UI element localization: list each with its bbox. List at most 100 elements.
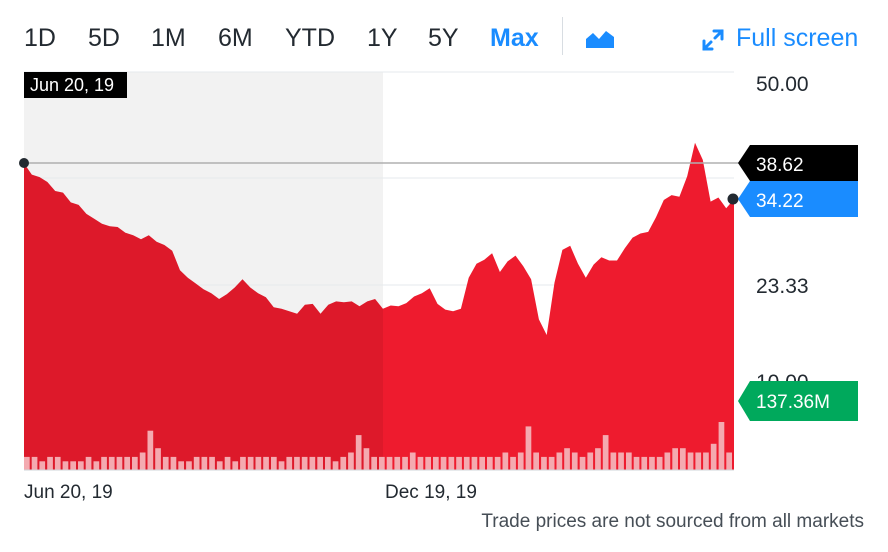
volume-bar [633,456,640,470]
range-5y[interactable]: 5Y [428,24,459,52]
volume-bar [402,456,408,470]
volume-bar [216,461,223,470]
volume-bar [710,443,717,470]
volume-bar [201,456,208,470]
volume-bar [193,456,200,470]
volume-bar [31,456,38,470]
volume-bar [186,461,192,470]
volume-bar [571,452,578,470]
hover-date-tag [24,72,127,98]
volume-bar [162,456,169,470]
volume-bar [39,461,46,470]
volume-bar [687,452,694,470]
volume-bar [155,448,161,470]
volume-bar [587,452,594,470]
volume-bar [610,452,617,470]
volume-bar [510,456,516,470]
volume-bar [695,452,702,470]
volume-bar [294,456,300,470]
volume-bar [386,456,393,470]
x-tick-label-start: Jun 20, 19 [24,482,113,503]
volume-tag [738,381,858,421]
volume-bar [271,456,277,470]
volume-bar [101,456,107,470]
volume-bar [502,452,509,470]
volume-bar [641,456,648,470]
fullscreen-label: Full screen [736,24,859,52]
reference-price-tag [738,145,858,181]
volume-bar [178,461,184,470]
volume-bar [618,452,624,470]
volume-bar [132,456,138,470]
volume-bar [649,456,655,470]
volume-bar [147,430,154,470]
volume-bar [348,452,354,470]
price-area [24,142,734,470]
volume-bar [379,456,385,470]
volume-bar [332,461,339,470]
range-1d[interactable]: 1D [24,24,56,52]
volume-bar [116,456,123,470]
volume-bar [394,456,401,470]
volume-bar [170,456,177,470]
volume-bar [209,456,215,470]
highlight-range-shade [24,163,383,470]
volume-bar [626,452,632,470]
range-max[interactable]: Max [490,24,539,52]
volume-bar [703,452,709,470]
footnote: Trade prices are not sourced from all ma… [481,511,864,532]
volume-bar [433,456,439,470]
volume-bar [62,461,69,470]
volume-bar [517,452,524,470]
expand-arrows-icon [702,29,724,51]
volume-bar [487,456,493,470]
range-5d[interactable]: 5D [88,24,120,52]
range-toolbar: 1D 5D 1M 6M YTD 1Y 5Y Max Full screen [0,0,888,76]
volume-label: 137.36M [756,392,830,413]
volume-bar [47,456,53,470]
range-1y[interactable]: 1Y [367,24,398,52]
last-price-tag [738,181,858,217]
last-price-label: 34.22 [756,191,804,212]
volume-bar [54,456,61,470]
volume-bar [240,456,246,470]
volume-bar [355,435,362,470]
range-ytd[interactable]: YTD [285,24,335,52]
volume-bar [680,448,686,470]
volume-bar [602,435,609,470]
volume-bar [417,456,424,470]
mountain-chart-icon[interactable] [585,28,617,50]
volume-bar [371,456,377,470]
volume-bar [363,448,370,470]
range-1m[interactable]: 1M [151,24,186,52]
volume-bar [263,456,269,470]
volume-bar [224,456,231,470]
volume-bar [579,456,586,470]
volume-bar [463,456,470,470]
volume-bar [85,456,92,470]
volume-bar [656,456,663,470]
volume-bar [664,452,671,470]
range-6m[interactable]: 6M [218,24,253,52]
volume-bar [232,461,239,470]
volume-bar [448,456,455,470]
volume-bar [70,461,76,470]
volume-bar [93,461,100,470]
volume-bar [471,456,478,470]
volume-bar [726,452,732,470]
volume-bar [108,456,115,470]
volume-bar [309,456,316,470]
volume-bar [672,448,678,470]
volume-bar [409,452,416,470]
volume-bar [718,422,725,470]
volume-bar [556,452,563,470]
last-price-dot [727,193,739,205]
hover-date-label: Jun 20, 19 [30,75,114,95]
volume-bar [494,456,501,470]
volume-bar [78,461,84,470]
y-tick-label-middle: 23.33 [756,275,809,298]
volume-bar [24,456,30,470]
volume-bar [440,456,447,470]
volume-bar [541,456,547,470]
